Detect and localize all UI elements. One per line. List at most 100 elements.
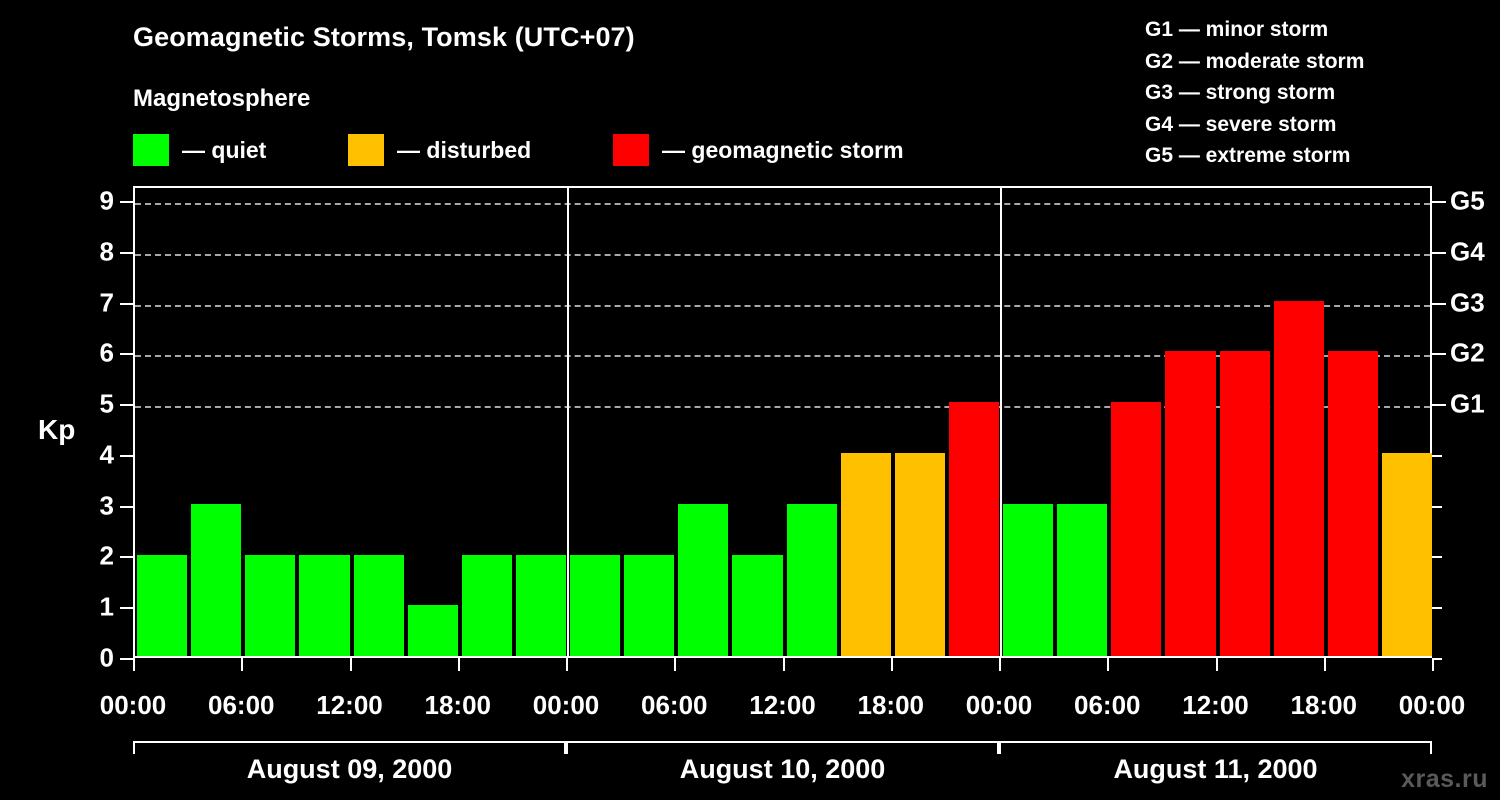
x-tick-mark-6	[782, 658, 785, 671]
bar-storm-18[interactable]	[1111, 402, 1162, 656]
bar-storm-21[interactable]	[1273, 300, 1324, 656]
x-tick-label-7: 18:00	[857, 690, 925, 720]
y-tick-mark-5	[120, 404, 133, 407]
bar-storm-19[interactable]	[1165, 351, 1216, 656]
bar-quiet-8[interactable]	[570, 554, 621, 656]
y-tick-label-7: 7	[99, 287, 114, 318]
bar-quiet-4[interactable]	[353, 554, 404, 656]
bar-quiet-2[interactable]	[245, 554, 296, 656]
day-label-3: August 11, 2000	[1113, 754, 1318, 784]
gridline-kp-5	[135, 406, 1430, 409]
x-tick-label-10: 12:00	[1182, 690, 1249, 720]
y-axis-label: Kp	[38, 414, 76, 445]
x-tick-mark-8	[999, 658, 1001, 671]
bar-quiet-1[interactable]	[191, 503, 242, 656]
g-legend-row-g1: G1 — minor storm	[1145, 18, 1329, 41]
x-tick-label-0: 00:00	[99, 690, 167, 720]
y-tick-label-6: 6	[99, 337, 114, 368]
gridline-kp-6	[135, 355, 1430, 358]
gridline-kp-9	[135, 203, 1430, 206]
y-tick-label-1: 1	[99, 591, 114, 622]
g-tick-label-g5: G5	[1450, 185, 1485, 216]
day-separator-2	[1000, 188, 1002, 656]
bar-storm-15[interactable]	[948, 402, 999, 656]
y-tick-mark-7	[120, 302, 133, 305]
x-tick-mark-12	[1432, 658, 1434, 671]
x-tick-mark-5	[674, 658, 677, 671]
g-scale-legend: G1 — minor storm G2 — moderate storm G3 — …	[1145, 14, 1490, 172]
x-tick-label-12: 00:00	[1398, 690, 1466, 720]
quiet-legend: — quiet	[133, 133, 266, 167]
bar-quiet-5[interactable]	[407, 605, 458, 656]
right-minor-tick-1	[1432, 607, 1442, 610]
y-tick-mark-4	[120, 454, 133, 457]
plot-area	[133, 186, 1432, 658]
y-tick-label-9: 9	[99, 185, 114, 216]
bar-quiet-10[interactable]	[678, 503, 729, 656]
g-tick-mark-g5	[1432, 201, 1446, 204]
bar-quiet-3[interactable]	[299, 554, 350, 656]
plot-inner	[135, 188, 1432, 656]
page-title: Geomagnetic Storms, Tomsk (UTC+07)	[133, 22, 635, 52]
x-tick-mark-1	[241, 658, 244, 671]
y-tick-label-3: 3	[99, 490, 114, 521]
right-minor-tick-3	[1432, 505, 1442, 508]
bar-quiet-0[interactable]	[137, 554, 188, 656]
storm-legend: — geomagnetic storm	[613, 133, 904, 167]
bar-storm-22[interactable]	[1327, 351, 1378, 656]
x-tick-mark-10	[1215, 658, 1218, 671]
right-minor-tick-2	[1432, 556, 1442, 559]
right-minor-tick-0	[1432, 658, 1442, 660]
x-tick-label-4: 00:00	[532, 690, 600, 720]
bar-quiet-12[interactable]	[786, 503, 837, 656]
gridline-kp-8	[135, 253, 1430, 256]
g-tick-mark-g4	[1432, 251, 1446, 254]
y-tick-mark-8	[120, 251, 133, 254]
legend-swatch-icon	[133, 134, 169, 166]
bar-quiet-7[interactable]	[515, 554, 566, 656]
legend-swatch-icon	[348, 134, 384, 166]
y-tick-mark-9	[120, 201, 133, 204]
legend-label: — quiet	[182, 136, 267, 163]
x-tick-label-11: 18:00	[1290, 690, 1358, 720]
bar-disturbed-13[interactable]	[840, 453, 891, 656]
g-tick-label-g3: G3	[1450, 287, 1485, 318]
x-tick-label-8: 00:00	[965, 690, 1033, 720]
x-tick-mark-9	[1107, 658, 1110, 671]
gridline-kp-7	[135, 304, 1430, 307]
x-tick-mark-2	[349, 658, 352, 671]
y-tick-label-2: 2	[99, 540, 114, 571]
bar-quiet-6[interactable]	[461, 554, 512, 656]
day-bracket-1	[133, 741, 566, 754]
bar-disturbed-23[interactable]	[1381, 453, 1432, 656]
day-label-2: August 10, 2000	[679, 754, 886, 784]
bar-storm-20[interactable]	[1219, 351, 1270, 656]
x-tick-label-5: 06:00	[641, 690, 708, 720]
y-tick-mark-2	[120, 556, 133, 559]
g-legend-row-g5: G5 — extreme storm	[1145, 144, 1351, 167]
day-bracket-3	[999, 741, 1432, 754]
disturbed-legend: — disturbed	[348, 133, 531, 167]
y-tick-label-4: 4	[99, 439, 114, 470]
legend-label: — geomagnetic storm	[662, 136, 904, 163]
y-tick-label-5: 5	[99, 388, 114, 419]
legend-label: — disturbed	[397, 136, 532, 163]
bar-quiet-11[interactable]	[732, 554, 783, 656]
bar-disturbed-14[interactable]	[894, 453, 945, 656]
y-tick-mark-0	[120, 658, 133, 660]
g-tick-mark-g3	[1432, 302, 1446, 305]
bar-quiet-17[interactable]	[1057, 503, 1108, 656]
magnetosphere-label: Magnetosphere	[133, 85, 311, 112]
x-tick-label-1: 06:00	[208, 690, 275, 720]
bar-quiet-9[interactable]	[624, 554, 675, 656]
x-tick-mark-0	[133, 658, 135, 671]
y-tick-mark-1	[120, 607, 133, 610]
day-label-1: August 09, 2000	[246, 754, 453, 784]
right-minor-tick-4	[1432, 454, 1442, 457]
g-tick-label-g1: G1	[1450, 388, 1485, 419]
g-tick-mark-g1	[1432, 404, 1446, 407]
x-tick-label-3: 18:00	[424, 690, 492, 720]
x-tick-label-2: 12:00	[316, 690, 383, 720]
bar-quiet-16[interactable]	[1003, 503, 1054, 656]
g-legend-row-g2: G2 — moderate storm	[1145, 49, 1365, 73]
